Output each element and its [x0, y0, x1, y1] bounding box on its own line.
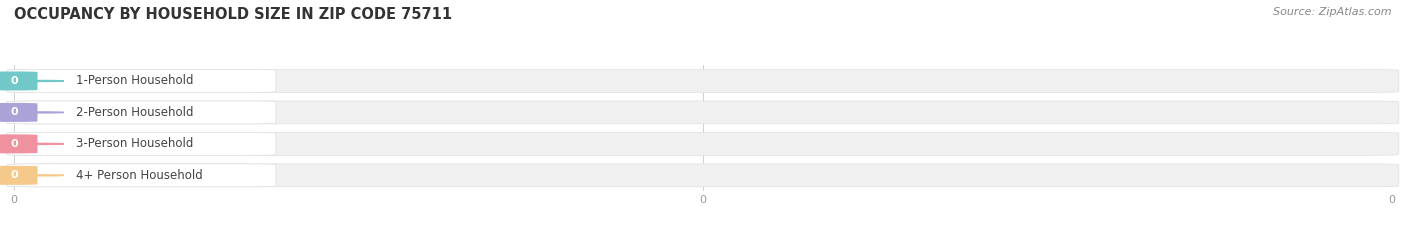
Text: 2-Person Household: 2-Person Household — [76, 106, 194, 119]
Text: 3-Person Household: 3-Person Household — [76, 137, 194, 150]
Text: 4+ Person Household: 4+ Person Household — [76, 169, 202, 182]
FancyBboxPatch shape — [0, 166, 38, 185]
FancyBboxPatch shape — [7, 69, 276, 93]
Circle shape — [20, 80, 63, 82]
Text: Source: ZipAtlas.com: Source: ZipAtlas.com — [1274, 7, 1392, 17]
Text: 0: 0 — [10, 76, 18, 86]
FancyBboxPatch shape — [7, 132, 276, 155]
Text: 0: 0 — [10, 170, 18, 180]
FancyBboxPatch shape — [0, 103, 38, 122]
Circle shape — [20, 143, 63, 144]
FancyBboxPatch shape — [7, 69, 1399, 93]
FancyBboxPatch shape — [7, 101, 276, 124]
FancyBboxPatch shape — [7, 164, 276, 187]
Circle shape — [20, 175, 63, 176]
FancyBboxPatch shape — [7, 164, 1399, 187]
FancyBboxPatch shape — [7, 101, 1399, 124]
Text: OCCUPANCY BY HOUSEHOLD SIZE IN ZIP CODE 75711: OCCUPANCY BY HOUSEHOLD SIZE IN ZIP CODE … — [14, 7, 453, 22]
FancyBboxPatch shape — [0, 134, 38, 153]
FancyBboxPatch shape — [0, 72, 38, 90]
Text: 1-Person Household: 1-Person Household — [76, 75, 194, 87]
Text: 0: 0 — [10, 107, 18, 117]
FancyBboxPatch shape — [7, 132, 1399, 155]
Text: 0: 0 — [10, 139, 18, 149]
Circle shape — [20, 112, 63, 113]
